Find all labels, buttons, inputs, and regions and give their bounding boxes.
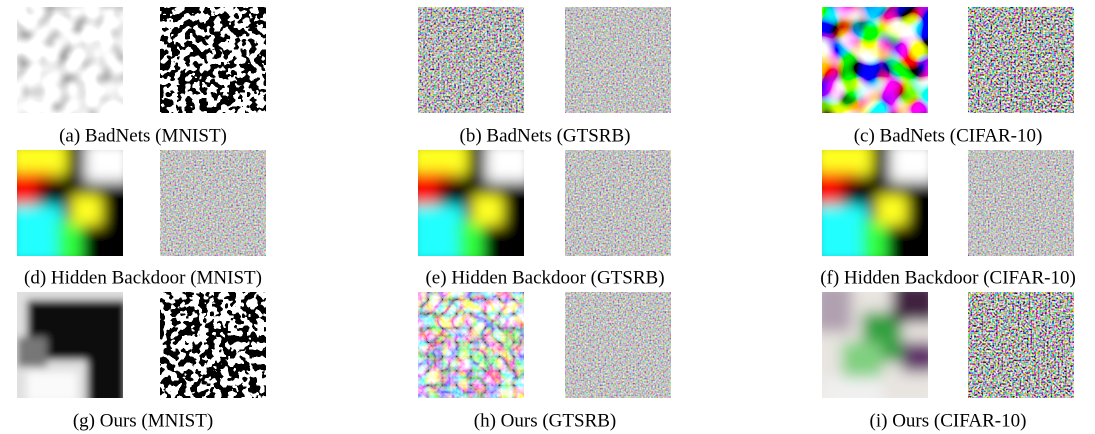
- image: [565, 292, 671, 398]
- image: [565, 7, 671, 113]
- image: [812, 140, 938, 266]
- caption: (g) Ours (MNIST): [73, 410, 213, 431]
- image: [17, 7, 123, 113]
- image: [822, 7, 928, 113]
- image: [160, 150, 266, 256]
- image: [160, 292, 266, 398]
- caption: (a) BadNets (MNIST): [59, 125, 227, 146]
- caption: (f) Hidden Backdoor (CIFAR-10): [820, 267, 1076, 288]
- caption: (b) BadNets (GTSRB): [460, 125, 631, 146]
- caption: (d) Hidden Backdoor (MNIST): [24, 267, 262, 288]
- image: [418, 292, 524, 398]
- image: [968, 150, 1074, 256]
- image: [968, 7, 1074, 113]
- page: {"captions": [ "(a) BadNets (MNIST)", "(…: [0, 0, 1095, 434]
- image: [7, 140, 133, 266]
- image: [812, 282, 938, 408]
- caption: (h) Ours (GTSRB): [474, 410, 617, 431]
- image: [160, 7, 266, 113]
- image: [968, 292, 1074, 398]
- caption: (c) BadNets (CIFAR-10): [854, 125, 1043, 146]
- image: [418, 7, 524, 113]
- figure: (a) BadNets (MNIST) (b) BadNets (GTSRB) …: [0, 0, 1095, 434]
- image: [408, 140, 534, 266]
- caption: (i) Ours (CIFAR-10): [870, 410, 1027, 431]
- caption: (e) Hidden Backdoor (GTSRB): [425, 267, 664, 288]
- image: [565, 150, 671, 256]
- image: [7, 282, 133, 410]
